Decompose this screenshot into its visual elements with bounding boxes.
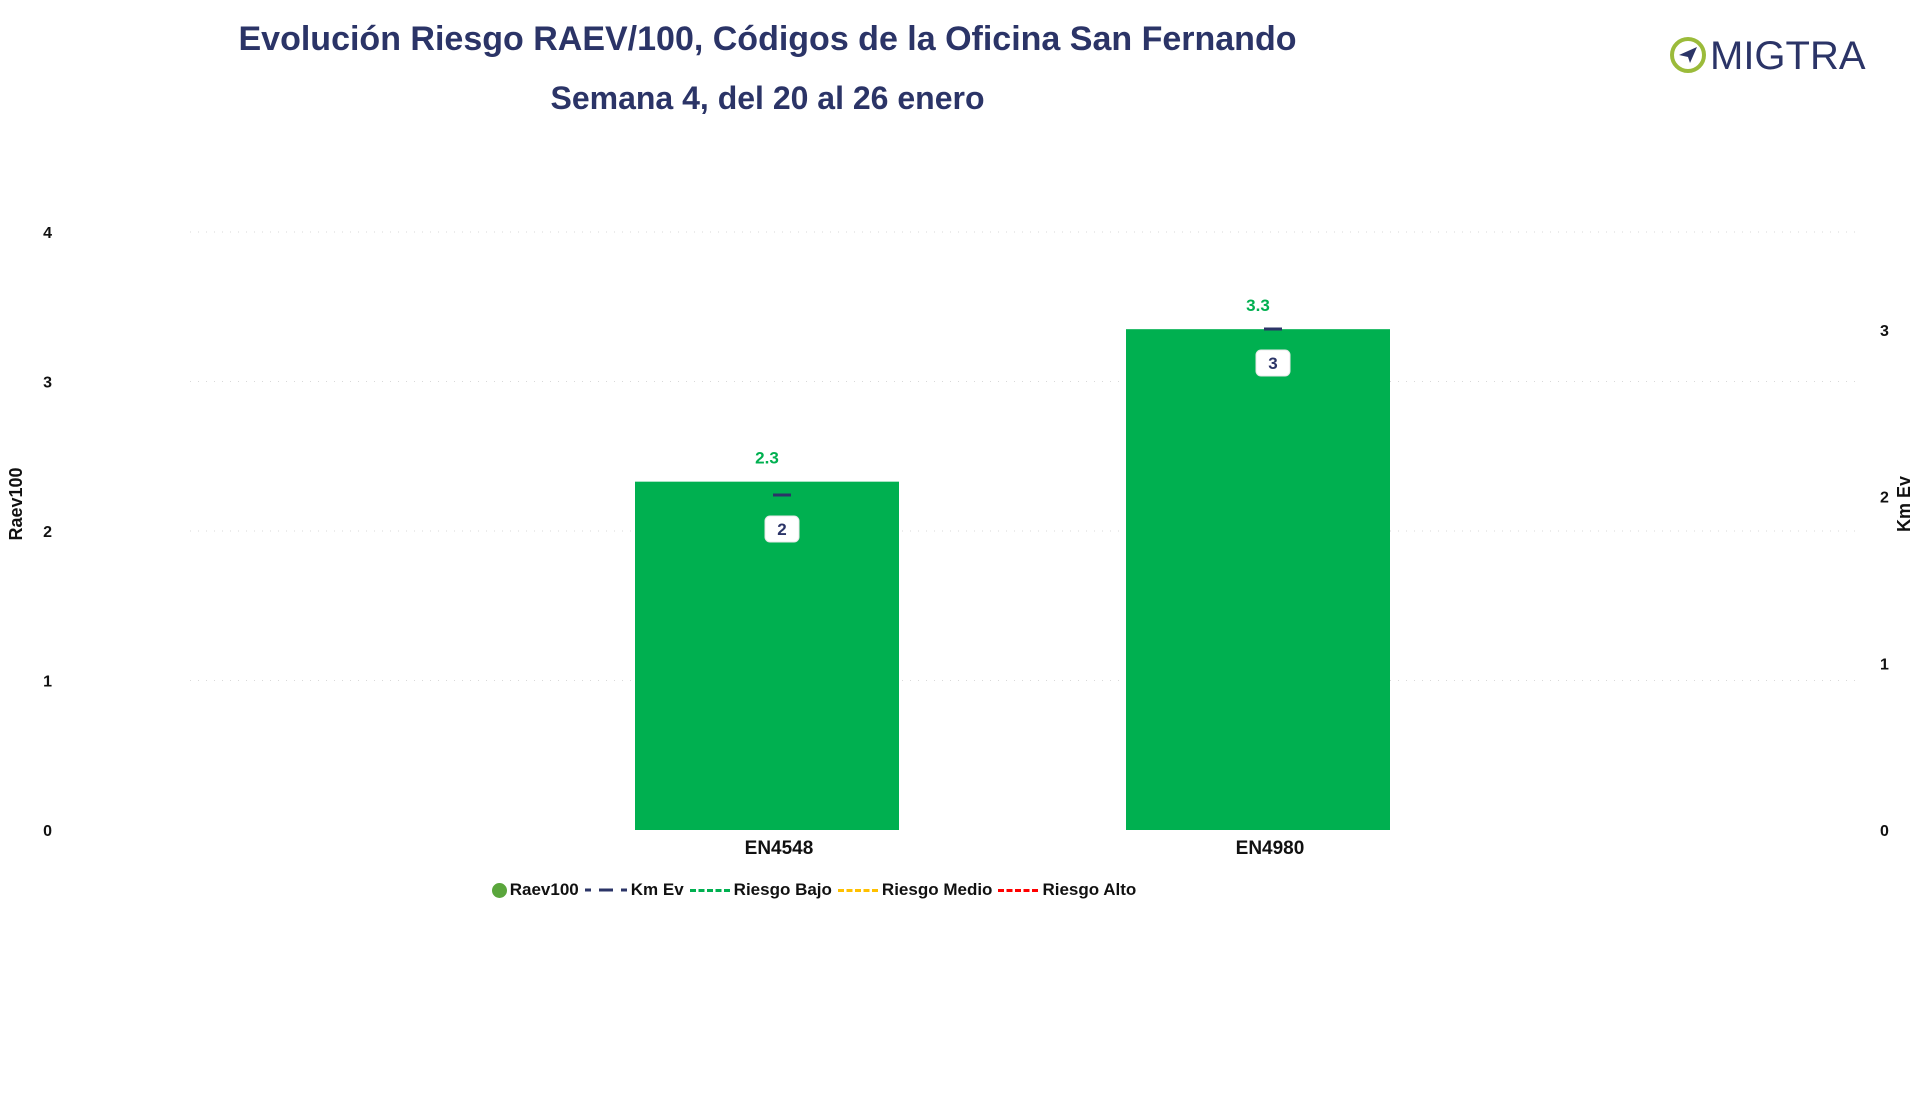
y-tick-label: 2 <box>43 524 52 541</box>
chart-subtitle: Semana 4, del 20 al 26 enero <box>550 80 985 116</box>
bar-value-label: 3.3 <box>1246 296 1270 315</box>
y-axis-left: 0 1 2 3 4 <box>43 225 52 840</box>
legend-dot-icon <box>491 882 507 898</box>
bar-series: 2.3 3.3 <box>635 296 1390 830</box>
y-tick-label: 1 <box>43 674 52 691</box>
legend-item: Km Ev <box>584 880 684 900</box>
legend-item: Riesgo Medio <box>837 880 993 900</box>
logo-text: MIGTRA <box>1710 34 1866 78</box>
bar-value-label: 2.3 <box>755 449 779 468</box>
legend-dash-icon <box>998 888 1039 892</box>
migtra-logo: MIGTRA <box>1670 34 1866 78</box>
legend-dash-icon <box>689 888 730 892</box>
legend-label: Riesgo Bajo <box>733 880 832 899</box>
legend-item: Riesgo Bajo <box>689 880 832 900</box>
y2-tick-label: 2 <box>1880 490 1889 507</box>
km-ev-value-label: 3 <box>1268 354 1277 373</box>
x-category-label: EN4548 <box>745 838 814 859</box>
legend-dash-icon <box>837 888 878 892</box>
gridlines <box>190 231 1860 681</box>
km-ev-label-box <box>764 515 800 543</box>
km-ev-series: 23 <box>764 327 1291 543</box>
y-tick-label: 3 <box>43 375 52 392</box>
legend-label: Riesgo Alto <box>1042 880 1137 899</box>
legend: Raev100 Km Ev Riesgo Bajo Riesgo Medio Riesg… <box>0 880 1777 900</box>
legend-item: Raev100 <box>491 880 579 900</box>
bar <box>1126 329 1390 830</box>
y-axis-title: Raev100 <box>6 467 26 540</box>
legend-label: Raev100 <box>509 880 579 899</box>
y2-tick-label: 1 <box>1880 656 1889 673</box>
legend-label: Km Ev <box>630 880 684 899</box>
km-ev-label-box <box>1255 349 1291 377</box>
y-tick-label: 0 <box>43 823 52 840</box>
y-axis-right: 0 1 2 3 <box>1880 323 1889 840</box>
y2-tick-label: 0 <box>1880 823 1889 840</box>
legend-item: Riesgo Alto <box>998 880 1136 900</box>
x-axis: EN4548 EN4980 <box>745 838 1305 859</box>
y-tick-label: 4 <box>43 225 52 242</box>
y2-axis-title: Km Ev <box>1894 476 1914 532</box>
x-category-label: EN4980 <box>1236 838 1305 859</box>
legend-label: Riesgo Medio <box>881 880 993 899</box>
km-ev-value-label: 2 <box>777 520 786 539</box>
legend-line-icon <box>584 888 627 892</box>
y2-tick-label: 3 <box>1880 323 1889 340</box>
chart-title: Evolución Riesgo RAEV/100, Códigos de la… <box>238 20 1297 58</box>
